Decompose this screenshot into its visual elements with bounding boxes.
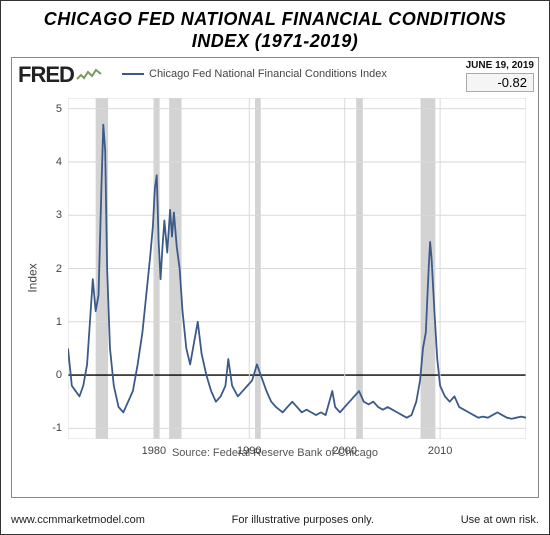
- y-tick-label: 0: [44, 369, 62, 381]
- legend-label: Chicago Fed National Financial Condition…: [149, 68, 387, 80]
- y-tick-label: 3: [44, 209, 62, 221]
- date-label: JUNE 19, 2019: [466, 60, 534, 71]
- legend: Chicago Fed National Financial Condition…: [122, 68, 387, 80]
- y-tick-label: 2: [44, 263, 62, 275]
- date-value-box: JUNE 19, 2019 -0.82: [466, 60, 534, 92]
- footer-left: www.ccmmarketmodel.com: [11, 514, 145, 526]
- footer-center: For illustrative purposes only.: [232, 514, 374, 526]
- x-tick-label: 2010: [428, 445, 452, 457]
- x-tick-label: 1990: [237, 445, 261, 457]
- chart-container: CHICAGO FED NATIONAL FINANCIAL CONDITION…: [0, 0, 550, 535]
- y-tick-label: -1: [44, 422, 62, 434]
- footer: www.ccmmarketmodel.com For illustrative …: [11, 514, 539, 526]
- fred-wave-icon: [76, 63, 102, 89]
- x-tick-label: 2000: [332, 445, 356, 457]
- x-tick-label: 1980: [142, 445, 166, 457]
- y-tick-label: 4: [44, 156, 62, 168]
- source-text: Source: Federal Reserve Bank of Chicago: [12, 447, 538, 459]
- plot-area: [68, 98, 526, 439]
- legend-swatch: [122, 73, 144, 75]
- fred-logo-text: FRED: [18, 62, 74, 87]
- y-tick-label: 1: [44, 316, 62, 328]
- page-title: CHICAGO FED NATIONAL FINANCIAL CONDITION…: [1, 1, 549, 56]
- current-value: -0.82: [466, 73, 534, 92]
- plot-svg: [68, 98, 526, 439]
- footer-right: Use at own risk.: [461, 514, 539, 526]
- chart-box: FRED Chicago Fed National Financial Cond…: [11, 57, 539, 498]
- y-axis-label: Index: [26, 263, 40, 292]
- y-tick-label: 5: [44, 103, 62, 115]
- fred-logo: FRED: [18, 62, 102, 89]
